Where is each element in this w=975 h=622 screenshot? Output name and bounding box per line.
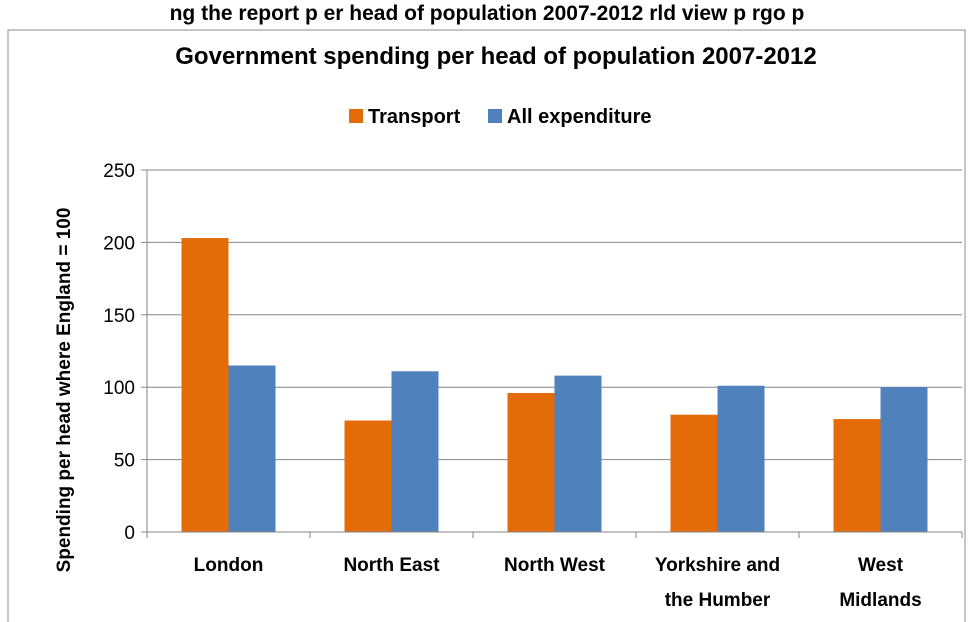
legend: Transport All expenditure <box>349 106 651 128</box>
bar-all-expenditure <box>228 365 276 532</box>
chart-title: Government spending per head of populati… <box>175 43 816 70</box>
x-tick-label: Midlands <box>839 590 921 611</box>
y-axis-label: Spending per head where England = 100 <box>54 208 75 573</box>
x-tick-labels: London North East North West Yorkshire and t… <box>194 555 922 611</box>
gridlines <box>147 169 962 461</box>
x-tick-label: West <box>858 555 904 576</box>
y-tick-label: 250 <box>103 161 135 182</box>
legend-swatch <box>349 109 363 123</box>
bar-all-expenditure <box>717 385 765 532</box>
y-tick-label: 100 <box>103 378 135 399</box>
x-tick-label: Yorkshire and <box>655 555 780 576</box>
y-tick-label: 200 <box>103 233 135 254</box>
bar-all-expenditure <box>554 375 602 532</box>
axes <box>141 169 963 538</box>
bar-all-expenditure <box>880 387 928 532</box>
chart-border <box>7 29 966 622</box>
page-header-text: ng the report p er head of population 20… <box>170 2 805 25</box>
y-tick-label: 50 <box>114 451 135 472</box>
bar-transport <box>181 238 229 532</box>
x-tick-label: North East <box>343 555 440 576</box>
bar-transport <box>833 419 881 532</box>
bar-transport <box>507 392 555 532</box>
x-tick-label: London <box>194 555 264 576</box>
x-tick-label: the Humber <box>665 590 771 611</box>
legend-label: Transport <box>368 106 461 128</box>
legend-swatch <box>488 109 502 123</box>
bar-transport <box>670 414 718 532</box>
y-tick-label: 150 <box>103 306 135 327</box>
y-tick-label: 0 <box>124 523 135 544</box>
bar-transport <box>344 420 392 532</box>
bars <box>181 238 928 532</box>
x-tick-label: North West <box>504 555 606 576</box>
y-tick-labels: 0 50 100 150 200 250 <box>103 161 135 544</box>
legend-label: All expenditure <box>507 106 651 128</box>
bar-all-expenditure <box>391 371 439 532</box>
